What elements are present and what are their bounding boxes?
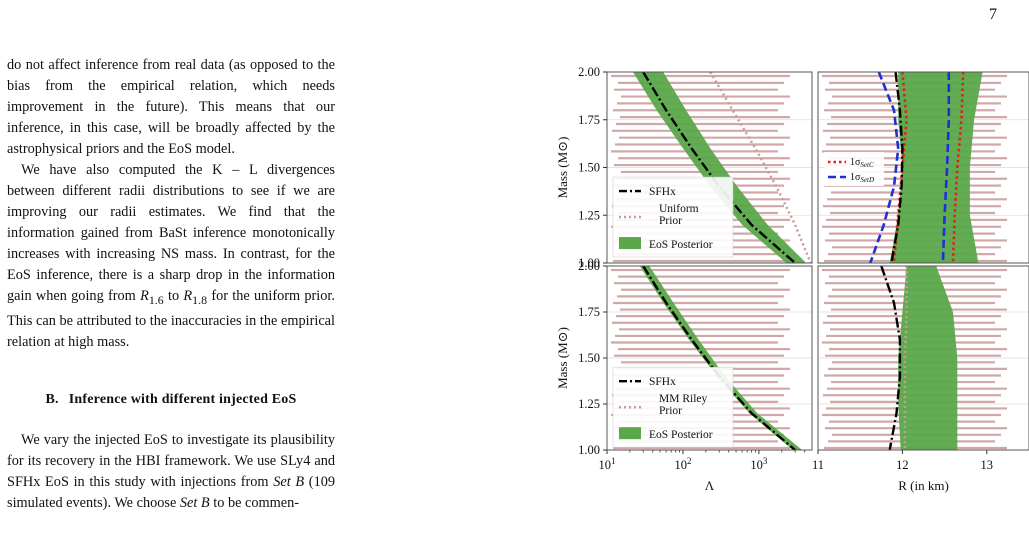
top-legend-posterior-label: EoS Posterior <box>649 239 713 251</box>
paragraph-2: We have also computed the K – L divergen… <box>7 162 335 350</box>
y-tick-label-top-left-4: 2.00 <box>578 65 600 79</box>
page-number: 7 <box>989 6 997 23</box>
figure: 1.00 1.25 1.50 1.75 2.00 1.00 1.25 1.50 1.75 2.00… <box>545 60 1029 544</box>
radius-tick-label-2: 13 <box>981 458 994 472</box>
radius-tick-label-0: 11 <box>812 458 824 472</box>
set-legend-box <box>824 152 884 186</box>
top-legend-sfhx-label: SFHx <box>649 186 676 198</box>
y-axis-label-bottom: Mass (M⊙) <box>555 327 570 389</box>
y-axis-label-top: Mass (M⊙) <box>555 137 570 199</box>
lambda-tick-label-1: 102 <box>674 456 691 472</box>
series-top-left-2-line <box>709 72 812 263</box>
paragraph-1: do not affect inference from real data (… <box>7 57 335 157</box>
series-top-right-0-posterior-band <box>889 72 983 263</box>
series-top-right-2-left-bound <box>869 72 900 263</box>
lambda-tick-label-2: 103 <box>750 456 768 472</box>
bottom-legend-prior-label-1: MM Riley <box>659 393 707 405</box>
y-tick-label-top-left-3: 1.75 <box>578 113 600 127</box>
y-tick-label-top-left-1: 1.25 <box>578 208 600 222</box>
set-legend-c-label: 1σSetC <box>850 157 874 169</box>
series-top-left-1-posterior-band <box>633 72 807 263</box>
bottom-legend-sfhx-label: SFHx <box>649 376 676 388</box>
series-top-right-2-right-bound <box>941 72 951 263</box>
series-bottom-right-2-line <box>880 266 902 450</box>
series-top-right-1-right-bound <box>951 72 965 263</box>
bottom-legend-posterior-label: EoS Posterior <box>649 429 713 441</box>
bottom-legend-posterior-swatch <box>619 427 641 440</box>
y-tick-label-bottom-left-4: 2.00 <box>578 259 600 273</box>
y-tick-label-top-left-0: 1.00 <box>578 256 600 270</box>
panel-top-right-content <box>818 72 1029 263</box>
series-bottom-right-1-line <box>903 266 908 450</box>
y-tick-label-top-left-2: 1.50 <box>578 161 600 175</box>
series-bottom-left-0-line <box>642 266 796 450</box>
top-legend-prior-label-2: Prior <box>659 215 682 227</box>
x-axis-label-lambda: Λ <box>705 478 715 493</box>
panel-frame-top-right <box>817 71 1029 264</box>
paragraph-3: We vary the injected EoS to investigate … <box>7 431 336 511</box>
y-tick-label-bottom-left-1: 1.25 <box>578 397 600 411</box>
top-legend-prior-label-1: Uniform <box>659 203 699 215</box>
panel-frame-bottom-right <box>817 265 1029 451</box>
panel-bottom-right-content <box>818 266 1029 450</box>
set-legend-d-label: 1σSetD <box>850 172 874 184</box>
top-legend-posterior-swatch <box>619 237 641 250</box>
y-tick-label-bottom-left-0: 1.00 <box>578 443 600 457</box>
text-column: do not affect inference from real data (… <box>7 55 335 514</box>
top-legend-box <box>612 176 734 258</box>
y-tick-label-bottom-left-2: 1.50 <box>578 351 600 365</box>
radius-tick-label-1: 12 <box>896 458 909 472</box>
x-axis-label-radius: R (in km) <box>898 478 949 493</box>
lambda-tick-label-0: 101 <box>599 456 616 472</box>
section-heading: B. Inference with different injected EoS <box>45 391 297 407</box>
series-bottom-right-0-posterior-band <box>898 266 958 450</box>
bottom-legend-prior-label-2: Prior <box>659 405 682 417</box>
y-tick-label-bottom-left-3: 1.75 <box>578 305 600 319</box>
series-top-left-0-line <box>642 72 796 263</box>
figure-svg: 1.001.251.501.752.001.001.251.501.752.00… <box>555 65 1029 493</box>
series-top-right-3-line <box>890 72 904 263</box>
